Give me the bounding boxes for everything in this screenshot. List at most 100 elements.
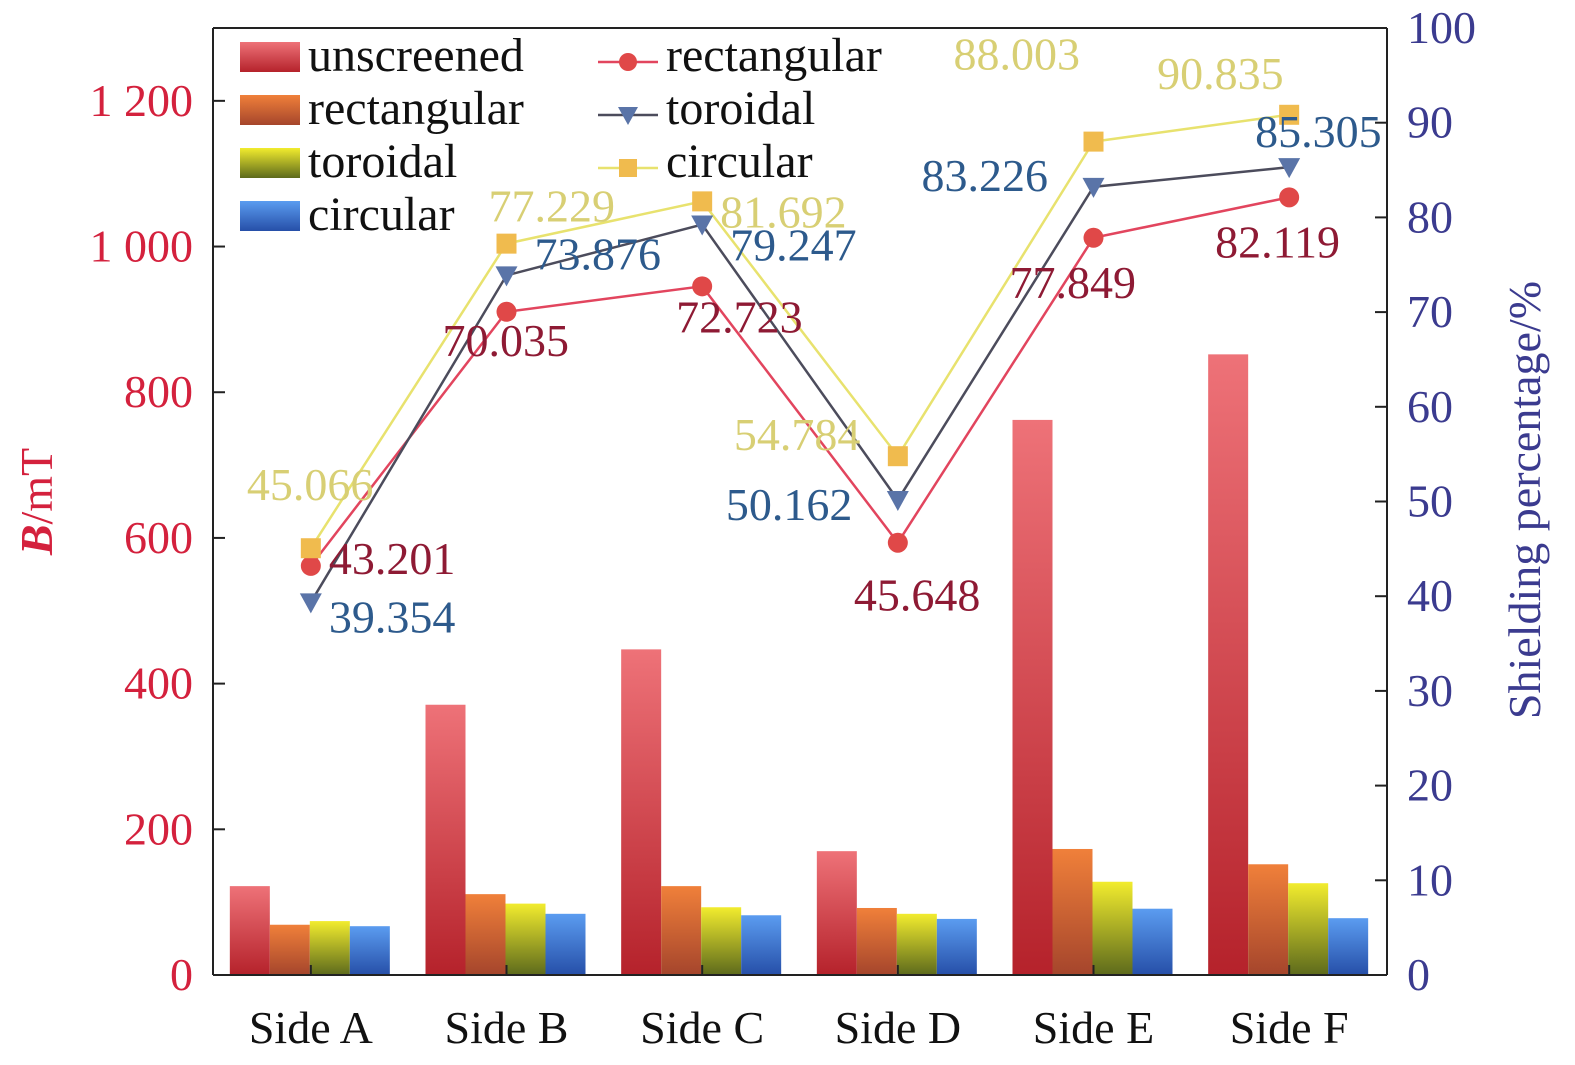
right-tick-label: 80: [1407, 191, 1453, 242]
bar-unscreened-side-b: [425, 704, 466, 975]
x-tick-label: Side B: [445, 1002, 569, 1053]
data-label-rectangular-side-c: 72.723: [676, 291, 803, 342]
left-tick-label: 1 000: [90, 221, 194, 272]
marker-rectangular-side-e: [1083, 227, 1104, 248]
data-label-toroidal-side-e: 83.226: [922, 150, 1049, 201]
legend-marker-circular: [619, 159, 637, 177]
legend-marker-toroidal: [618, 107, 638, 125]
bar-rectangular-side-e: [1052, 848, 1093, 975]
bar-rectangular-side-c: [661, 886, 702, 975]
bar-toroidal-side-f: [1288, 883, 1329, 975]
bar-circular-side-f: [1328, 918, 1369, 975]
marker-toroidal-side-c: [691, 215, 714, 236]
marker-rectangular-side-d: [887, 532, 908, 553]
data-label-toroidal-side-b: 73.876: [535, 228, 662, 279]
right-tick-label: 0: [1407, 949, 1430, 1000]
legend-marker-rectangular: [619, 53, 637, 71]
x-tick-label: Side D: [835, 1002, 962, 1053]
data-label-circular-side-b: 77.229: [489, 181, 616, 232]
marker-toroidal-side-a: [299, 593, 322, 614]
legend-label-line-circular: circular: [666, 135, 813, 188]
data-label-circular-side-c: 81.692: [720, 186, 847, 237]
right-tick-label: 90: [1407, 97, 1453, 148]
right-tick-label: 70: [1407, 286, 1453, 337]
bar-toroidal-side-c: [701, 907, 742, 975]
right-tick-label: 50: [1407, 476, 1453, 527]
bar-unscreened-side-d: [816, 851, 857, 975]
line-circular: [309, 113, 1290, 549]
marker-toroidal-side-e: [1082, 177, 1105, 198]
x-tick-label: Side C: [640, 1002, 764, 1053]
legend-label-bar-toroidal: toroidal: [308, 135, 457, 188]
left-tick-label: 800: [124, 366, 193, 417]
marker-circular-side-e: [1083, 131, 1104, 152]
data-label-circular-side-d: 54.784: [734, 409, 861, 460]
data-label-rectangular-side-b: 70.035: [443, 315, 570, 366]
data-labels: 43.201 70.035 72.723 45.648 77.849 82.119 39.3…: [247, 29, 1382, 643]
bar-unscreened-side-e: [1012, 419, 1053, 975]
left-axis-title-unit: /mT: [11, 448, 62, 525]
right-tick-label: 60: [1407, 381, 1453, 432]
legend-swatch-bar-unscreened: [240, 42, 300, 72]
legend-label-bar-rectangular: rectangular: [308, 82, 524, 135]
data-label-circular-side-e: 88.003: [954, 29, 1081, 80]
bar-rectangular-side-b: [465, 894, 506, 975]
x-tick-label: Side E: [1033, 1002, 1154, 1053]
data-label-rectangular-side-e: 77.849: [1010, 257, 1137, 308]
bar-unscreened-side-f: [1208, 354, 1249, 975]
bar-toroidal-side-e: [1092, 881, 1133, 975]
marker-toroidal-side-f: [1278, 158, 1301, 179]
marker-circular-side-f: [1279, 104, 1300, 125]
right-tick-label: 40: [1407, 570, 1453, 621]
marker-toroidal-side-d: [886, 490, 909, 511]
data-label-circular-side-f: 90.835: [1157, 48, 1284, 99]
legend: unscreenedrectangulartoroidalcircularrec…: [240, 29, 882, 241]
bar-rectangular-side-d: [856, 907, 897, 975]
legend-swatch-bar-circular: [240, 201, 300, 231]
line-toroidal: [309, 165, 1290, 603]
bar-toroidal-side-d: [896, 913, 937, 975]
marker-rectangular-side-a: [300, 555, 321, 576]
data-label-toroidal-side-d: 50.162: [726, 479, 853, 530]
marker-rectangular-side-c: [692, 276, 713, 297]
bar-unscreened-side-c: [621, 649, 662, 975]
data-label-rectangular-side-f: 82.119: [1215, 216, 1340, 267]
data-label-toroidal-side-c: 79.247: [730, 220, 857, 271]
right-tick-label: 100: [1407, 2, 1476, 53]
bar-circular-side-b: [545, 913, 586, 975]
left-tick-label: 0: [170, 949, 193, 1000]
left-tick-label: 600: [124, 512, 193, 563]
marker-circular-side-a: [300, 538, 321, 559]
legend-label-line-toroidal: toroidal: [666, 82, 815, 135]
right-tick-label: 10: [1407, 854, 1453, 905]
marker-circular-side-b: [496, 233, 517, 254]
marker-rectangular-side-f: [1279, 187, 1300, 208]
left-tick-label: 1 200: [90, 75, 194, 126]
left-axis-title: B/mT: [11, 448, 62, 556]
marker-circular-side-c: [692, 191, 713, 212]
data-label-rectangular-side-d: 45.648: [854, 570, 981, 621]
left-tick-label: 400: [124, 658, 193, 709]
legend-label-line-rectangular: rectangular: [666, 29, 882, 82]
right-tick-label: 20: [1407, 760, 1453, 811]
legend-label-bar-unscreened: unscreened: [308, 29, 524, 82]
lines: [309, 113, 1290, 603]
right-tick-label: 30: [1407, 665, 1453, 716]
legend-label-bar-circular: circular: [308, 188, 455, 241]
right-axis-title: Shielding percentage/%: [1499, 281, 1550, 719]
bar-rectangular-side-a: [269, 924, 310, 975]
bar-toroidal-side-b: [505, 903, 546, 975]
bar-circular-side-e: [1132, 908, 1173, 975]
left-tick-label: 200: [124, 803, 193, 854]
data-label-rectangular-side-a: 43.201: [329, 533, 456, 584]
bar-circular-side-d: [936, 918, 977, 975]
legend-swatch-bar-toroidal: [240, 148, 300, 178]
legend-swatch-bar-rectangular: [240, 95, 300, 125]
left-axis-title-symbol: B: [11, 524, 62, 556]
line-rectangular: [309, 196, 1290, 567]
bar-unscreened-side-a: [229, 886, 270, 975]
data-label-circular-side-a: 45.066: [247, 459, 373, 510]
bar-toroidal-side-a: [309, 921, 350, 975]
bars: [229, 354, 1369, 975]
